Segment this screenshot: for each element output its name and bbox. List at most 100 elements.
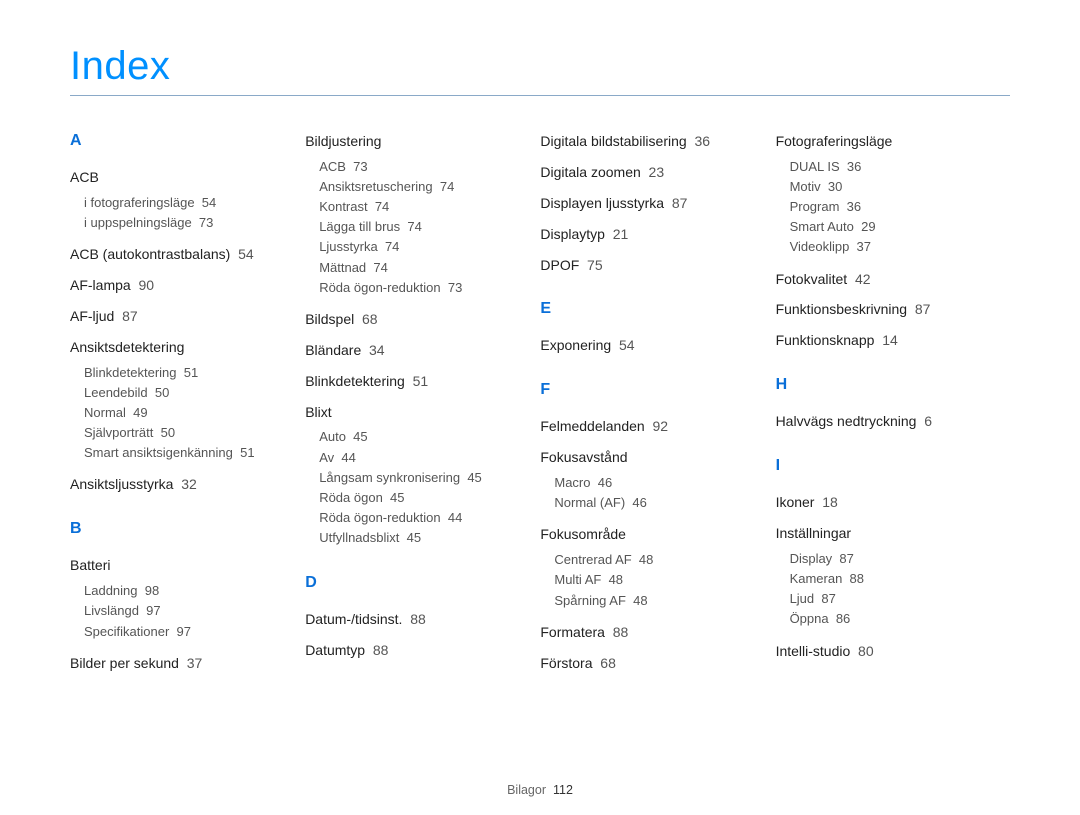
index-letter: A bbox=[70, 132, 287, 150]
index-sub-list: i fotograferingsläge 54i uppspelningsläg… bbox=[70, 193, 287, 233]
index-sub-entry[interactable]: Mättnad 74 bbox=[319, 258, 522, 278]
index-sub-entry[interactable]: DUAL IS 36 bbox=[790, 157, 1010, 177]
entry-page: 23 bbox=[649, 164, 665, 180]
entry-page: 18 bbox=[822, 494, 838, 510]
index-entry[interactable]: Felmeddelanden 92 bbox=[540, 417, 757, 436]
index-sub-entry[interactable]: Livslängd 97 bbox=[84, 601, 287, 621]
index-entry[interactable]: Digitala zoomen 23 bbox=[540, 163, 757, 182]
entry-page: 46 bbox=[598, 475, 612, 490]
index-sub-entry[interactable]: Videoklipp 37 bbox=[790, 237, 1010, 257]
index-letter: H bbox=[776, 376, 1010, 394]
entry-page: 6 bbox=[924, 413, 932, 429]
index-sub-entry[interactable]: Leendebild 50 bbox=[84, 383, 287, 403]
index-sub-entry[interactable]: Normal (AF) 46 bbox=[554, 493, 757, 513]
footer-page: 112 bbox=[553, 783, 573, 797]
index-sub-entry[interactable]: Motiv 30 bbox=[790, 177, 1010, 197]
index-sub-list: Display 87Kameran 88Ljud 87Öppna 86 bbox=[776, 549, 1010, 630]
entry-page: 74 bbox=[375, 199, 389, 214]
index-sub-entry[interactable]: Spårning AF 48 bbox=[554, 591, 757, 611]
entry-page: 88 bbox=[410, 611, 426, 627]
index-sub-entry[interactable]: Öppna 86 bbox=[790, 609, 1010, 629]
index-column: Bildjustering ACB 73Ansiktsretuschering 7… bbox=[305, 132, 540, 685]
index-sub-entry[interactable]: Kameran 88 bbox=[790, 569, 1010, 589]
index-sub-entry[interactable]: Lägga till brus 74 bbox=[319, 217, 522, 237]
index-entry-head: Blixt bbox=[305, 403, 522, 422]
index-sub-entry[interactable]: Långsam synkronisering 45 bbox=[319, 468, 522, 488]
index-entry[interactable]: AF-ljud 87 bbox=[70, 307, 287, 326]
entry-page: 74 bbox=[440, 179, 454, 194]
index-entry[interactable]: Bilder per sekund 37 bbox=[70, 654, 287, 673]
index-sub-entry[interactable]: Röda ögon 45 bbox=[319, 488, 522, 508]
index-entry[interactable]: Ansiktsljusstyrka 32 bbox=[70, 475, 287, 494]
entry-page: 42 bbox=[855, 271, 871, 287]
index-sub-entry[interactable]: Laddning 98 bbox=[84, 581, 287, 601]
index-entry[interactable]: ACB (autokontrastbalans) 54 bbox=[70, 245, 287, 264]
index-entry[interactable]: Displayen ljusstyrka 87 bbox=[540, 194, 757, 213]
index-column: AACBi fotograferingsläge 54i uppspelning… bbox=[70, 132, 305, 685]
index-entry[interactable]: DPOF 75 bbox=[540, 256, 757, 275]
index-sub-entry[interactable]: Normal 49 bbox=[84, 403, 287, 423]
index-sub-entry[interactable]: Ljusstyrka 74 bbox=[319, 237, 522, 257]
index-sub-entry[interactable]: Utfyllnadsblixt 45 bbox=[319, 528, 522, 548]
index-sub-entry[interactable]: Röda ögon-reduktion 44 bbox=[319, 508, 522, 528]
index-entry[interactable]: Ikoner 18 bbox=[776, 493, 1010, 512]
index-entry[interactable]: Halvvägs nedtryckning 6 bbox=[776, 412, 1010, 431]
entry-page: 48 bbox=[639, 552, 653, 567]
index-page: Index AACBi fotograferingsläge 54i uppsp… bbox=[0, 0, 1080, 685]
index-sub-entry[interactable]: Smart ansiktsigenkänning 51 bbox=[84, 443, 287, 463]
entry-page: 88 bbox=[373, 642, 389, 658]
entry-page: 44 bbox=[341, 450, 355, 465]
index-letter: F bbox=[540, 381, 757, 399]
index-sub-entry[interactable]: Centrerad AF 48 bbox=[554, 550, 757, 570]
entry-page: 34 bbox=[369, 342, 385, 358]
index-entry[interactable]: Digitala bildstabilisering 36 bbox=[540, 132, 757, 151]
index-entry[interactable]: Förstora 68 bbox=[540, 654, 757, 673]
index-sub-entry[interactable]: Smart Auto 29 bbox=[790, 217, 1010, 237]
entry-page: 50 bbox=[161, 425, 175, 440]
footer-label: Bilagor bbox=[507, 783, 546, 797]
index-entry[interactable]: Bländare 34 bbox=[305, 341, 522, 360]
index-sub-entry[interactable]: Självporträtt 50 bbox=[84, 423, 287, 443]
index-entry[interactable]: Displaytyp 21 bbox=[540, 225, 757, 244]
index-sub-entry[interactable]: Display 87 bbox=[790, 549, 1010, 569]
index-sub-list: Blinkdetektering 51Leendebild 50Normal 4… bbox=[70, 363, 287, 464]
index-entry[interactable]: Bildspel 68 bbox=[305, 310, 522, 329]
index-sub-entry[interactable]: Av 44 bbox=[319, 448, 522, 468]
index-entry[interactable]: Funktionsbeskrivning 87 bbox=[776, 300, 1010, 319]
entry-page: 48 bbox=[609, 572, 623, 587]
index-entry[interactable]: AF-lampa 90 bbox=[70, 276, 287, 295]
index-sub-entry[interactable]: i fotograferingsläge 54 bbox=[84, 193, 287, 213]
index-sub-entry[interactable]: Auto 45 bbox=[319, 427, 522, 447]
index-sub-entry[interactable]: Specifikationer 97 bbox=[84, 622, 287, 642]
index-sub-entry[interactable]: Kontrast 74 bbox=[319, 197, 522, 217]
index-sub-list: Centrerad AF 48Multi AF 48Spårning AF 48 bbox=[540, 550, 757, 610]
index-entry[interactable]: Datum-/tidsinst. 88 bbox=[305, 610, 522, 629]
index-sub-entry[interactable]: Ansiktsretuschering 74 bbox=[319, 177, 522, 197]
index-sub-entry[interactable]: Ljud 87 bbox=[790, 589, 1010, 609]
index-entry[interactable]: Exponering 54 bbox=[540, 336, 757, 355]
index-sub-entry[interactable]: Program 36 bbox=[790, 197, 1010, 217]
entry-page: 74 bbox=[385, 239, 399, 254]
entry-page: 30 bbox=[828, 179, 842, 194]
index-entry-head: Bildjustering bbox=[305, 132, 522, 151]
index-sub-entry[interactable]: Macro 46 bbox=[554, 473, 757, 493]
index-sub-entry[interactable]: Blinkdetektering 51 bbox=[84, 363, 287, 383]
entry-page: 87 bbox=[915, 301, 931, 317]
index-entry[interactable]: Fotokvalitet 42 bbox=[776, 270, 1010, 289]
index-sub-entry[interactable]: i uppspelningsläge 73 bbox=[84, 213, 287, 233]
entry-page: 73 bbox=[199, 215, 213, 230]
index-entry[interactable]: Blinkdetektering 51 bbox=[305, 372, 522, 391]
entry-page: 51 bbox=[184, 365, 198, 380]
entry-page: 54 bbox=[202, 195, 216, 210]
index-sub-entry[interactable]: ACB 73 bbox=[319, 157, 522, 177]
entry-page: 51 bbox=[240, 445, 254, 460]
entry-page: 73 bbox=[448, 280, 462, 295]
index-entry[interactable]: Funktionsknapp 14 bbox=[776, 331, 1010, 350]
index-entry[interactable]: Intelli-studio 80 bbox=[776, 642, 1010, 661]
index-entry[interactable]: Formatera 88 bbox=[540, 623, 757, 642]
index-sub-entry[interactable]: Röda ögon-reduktion 73 bbox=[319, 278, 522, 298]
index-sub-entry[interactable]: Multi AF 48 bbox=[554, 570, 757, 590]
entry-page: 87 bbox=[839, 551, 853, 566]
entry-page: 87 bbox=[672, 195, 688, 211]
index-entry[interactable]: Datumtyp 88 bbox=[305, 641, 522, 660]
